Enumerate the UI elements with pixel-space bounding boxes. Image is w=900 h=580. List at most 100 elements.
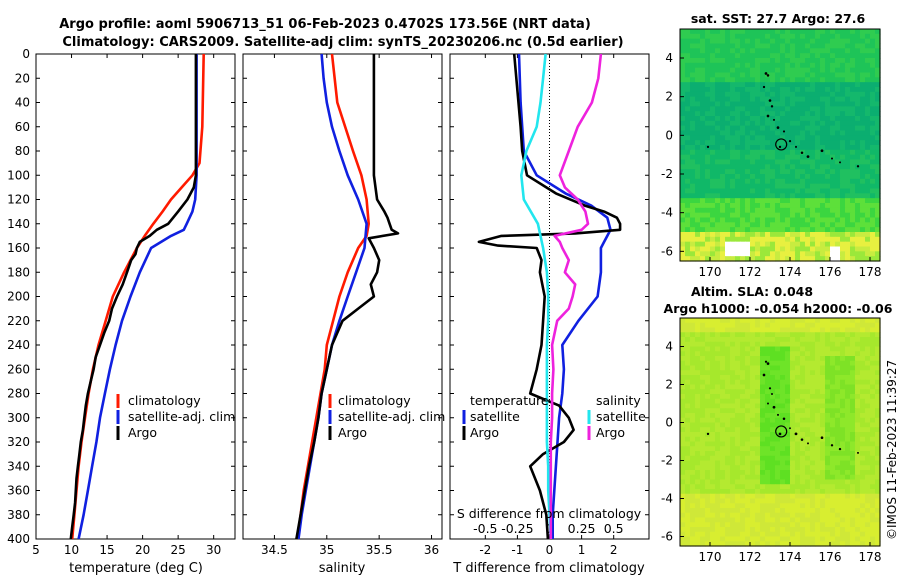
heatmap-cell xyxy=(760,67,766,74)
heatmap-cell xyxy=(780,432,786,438)
heatmap-cell xyxy=(775,522,781,528)
heatmap-cell xyxy=(685,413,691,419)
heatmap-cell xyxy=(695,251,701,257)
heatmap-cell xyxy=(735,149,741,156)
heatmap-cell xyxy=(825,174,831,180)
heatmap-cell xyxy=(765,256,771,262)
heatmap-cell xyxy=(685,394,691,400)
heatmap-cell xyxy=(840,130,846,136)
heatmap-cell xyxy=(780,135,786,141)
heatmap-cell xyxy=(845,241,851,248)
heatmap-cell xyxy=(735,422,741,428)
heatmap-cell xyxy=(865,58,871,64)
heatmap-cell xyxy=(855,522,861,528)
heatmap-cell xyxy=(865,441,871,447)
heatmap-cell xyxy=(690,541,696,547)
heatmap-cell xyxy=(875,394,881,400)
heatmap-cell xyxy=(835,503,841,509)
heatmap-cell xyxy=(795,408,801,414)
heatmap-cell xyxy=(710,341,716,348)
heatmap-cell xyxy=(705,72,711,78)
heatmap-cell xyxy=(735,436,741,443)
heatmap-cell xyxy=(845,465,851,471)
heatmap-cell xyxy=(870,111,876,117)
heatmap-cell xyxy=(765,441,771,447)
heatmap-cell xyxy=(690,96,696,103)
heatmap-cell xyxy=(865,522,871,528)
heatmap-cell xyxy=(755,159,761,165)
heatmap-cell xyxy=(840,140,846,146)
heatmap-cell xyxy=(790,217,796,223)
heatmap-cell xyxy=(725,188,731,194)
heatmap-cell xyxy=(795,125,801,132)
heatmap-cell xyxy=(795,140,801,146)
heatmap-cell xyxy=(875,517,881,523)
heatmap-cell xyxy=(690,465,696,471)
heatmap-cell xyxy=(865,130,871,136)
heatmap-cell xyxy=(775,62,781,69)
heatmap-cell xyxy=(795,384,801,390)
heatmap-cell xyxy=(780,484,786,490)
heatmap-cell xyxy=(715,446,721,452)
heatmap-cell xyxy=(830,58,836,64)
heatmap-cell xyxy=(800,203,806,209)
heatmap-cell xyxy=(690,101,696,107)
heatmap-cell xyxy=(810,203,816,209)
heatmap-cell xyxy=(760,531,766,538)
heatmap-cell xyxy=(860,413,866,419)
heatmap-cell xyxy=(835,536,841,542)
heatmap-cell xyxy=(705,446,711,452)
heatmap-cell xyxy=(830,398,836,405)
heatmap-cell xyxy=(855,207,861,214)
heatmap-cell xyxy=(725,332,731,338)
heatmap-cell xyxy=(715,527,721,533)
heatmap-cell xyxy=(865,398,871,405)
heatmap-cell xyxy=(855,227,861,233)
heatmap-cell xyxy=(820,460,826,466)
heatmap-cell xyxy=(745,493,751,500)
heatmap-cell xyxy=(835,460,841,466)
heatmap-cell xyxy=(690,106,696,112)
heatmap-cell xyxy=(755,77,761,83)
heatmap-cell xyxy=(805,527,811,533)
heatmap-cell xyxy=(790,517,796,523)
heatmap-cell xyxy=(805,164,811,170)
heatmap-cell xyxy=(865,207,871,214)
xtick-label: 15 xyxy=(99,543,114,557)
temperature-xlabel: temperature (deg C) xyxy=(69,561,203,576)
heatmap-cell xyxy=(840,62,846,69)
heatmap-cell xyxy=(700,227,706,233)
heatmap-cell xyxy=(805,125,811,132)
heatmap-cell xyxy=(785,422,791,428)
heatmap-cell xyxy=(875,332,881,338)
ytick-label: 380 xyxy=(7,508,30,522)
heatmap-cell xyxy=(790,451,796,457)
heatmap-cell xyxy=(740,417,746,424)
heatmap-cell xyxy=(875,251,881,257)
heatmap-cell xyxy=(700,541,706,547)
heatmap-cell xyxy=(825,379,831,386)
heatmap-cell xyxy=(685,474,691,481)
heatmap-cell xyxy=(790,227,796,233)
heatmap-cell xyxy=(795,256,801,262)
heatmap-cell xyxy=(695,106,701,112)
heatmap-cell xyxy=(760,125,766,132)
heatmap-cell xyxy=(785,465,791,471)
heatmap-cell xyxy=(710,398,716,405)
heatmap-cell xyxy=(820,446,826,452)
heatmap-cell xyxy=(810,29,816,35)
heatmap-cell xyxy=(870,116,876,122)
heatmap-cell xyxy=(795,96,801,103)
heatmap-cell xyxy=(810,531,816,538)
heatmap-cell xyxy=(820,29,826,35)
heatmap-cell xyxy=(700,408,706,414)
heatmap-cell xyxy=(860,503,866,509)
heatmap-cell xyxy=(800,413,806,419)
heatmap-cell xyxy=(815,517,821,523)
heatmap-cell xyxy=(760,436,766,443)
heatmap-cell xyxy=(740,498,746,504)
heatmap-cell xyxy=(865,154,871,161)
heatmap-cell xyxy=(705,474,711,481)
heatmap-cell xyxy=(715,432,721,438)
heatmap-cell xyxy=(735,413,741,419)
